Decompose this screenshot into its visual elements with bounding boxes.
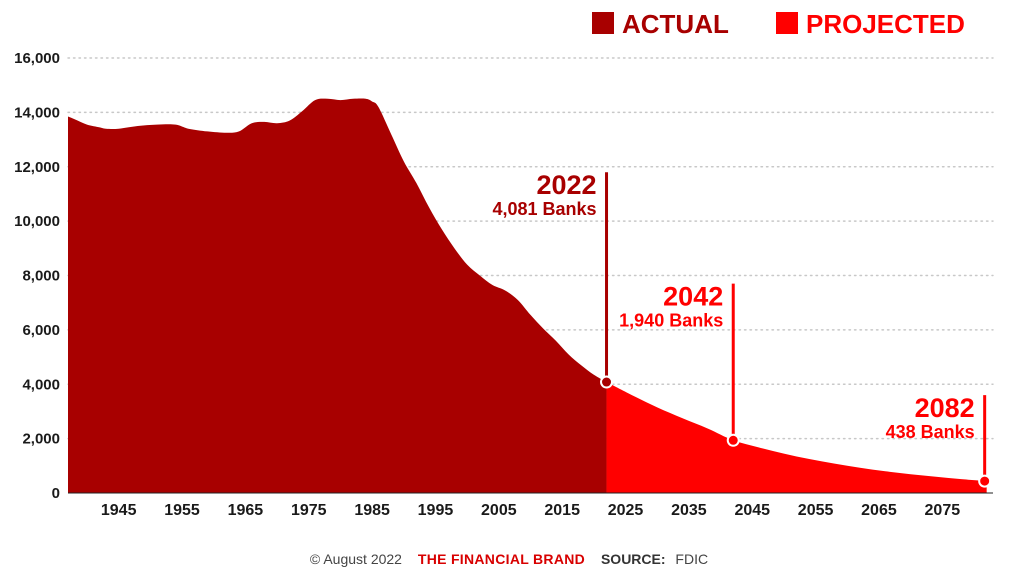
- y-tick-label: 6,000: [22, 322, 60, 339]
- x-tick-label: 1995: [418, 502, 454, 519]
- legend: ACTUAL PROJECTED: [592, 9, 965, 39]
- brand-logo-text[interactable]: THE FINANCIAL BRAND: [417, 551, 586, 567]
- source-value: FDIC: [675, 551, 709, 567]
- x-tick-label: 2055: [798, 502, 834, 519]
- legend-label-projected: PROJECTED: [806, 9, 965, 39]
- y-tick-label: 0: [52, 485, 60, 502]
- x-tick-label: 1955: [164, 502, 200, 519]
- series-areas: [68, 98, 987, 493]
- x-tick-label: 2045: [734, 502, 770, 519]
- annotation-marker[interactable]: [600, 375, 614, 389]
- legend-swatch-projected: [776, 12, 798, 34]
- x-tick-label: 1945: [101, 502, 137, 519]
- y-tick-label: 2,000: [22, 431, 60, 448]
- y-tick-label: 14,000: [14, 104, 60, 121]
- y-tick-label: 10,000: [14, 213, 60, 230]
- x-tick-label: 2035: [671, 502, 707, 519]
- legend-label-actual: ACTUAL: [622, 9, 729, 39]
- y-tick-label: 8,000: [22, 268, 60, 285]
- series-area-projected: [606, 382, 987, 493]
- source-label: SOURCE:: [600, 551, 666, 567]
- copyright-text: © August 2022: [309, 551, 402, 567]
- legend-swatch-actual: [592, 12, 614, 34]
- axes: 0 2,000 4,000 6,000 8,000 10,000 12,000 14,000 1…: [14, 50, 993, 519]
- y-tick-label: 12,000: [14, 159, 60, 176]
- y-tick-label: 4,000: [22, 376, 60, 393]
- x-tick-label: 2015: [544, 502, 580, 519]
- x-tick-label: 2025: [608, 502, 644, 519]
- annotation-year: 2042: [663, 282, 723, 312]
- footer: © August 2022 THE FINANCIAL BRAND SOURCE…: [0, 551, 1024, 567]
- annotation-year: 2022: [536, 170, 596, 200]
- x-tick-label: 2075: [925, 502, 961, 519]
- annotation-year: 2082: [915, 393, 975, 423]
- x-tick-label: 1985: [354, 502, 390, 519]
- series-area-actual: [68, 98, 607, 493]
- x-tick-label: 1965: [228, 502, 264, 519]
- annotation-marker[interactable]: [726, 433, 740, 447]
- x-tick-label: 2005: [481, 502, 517, 519]
- annotation-value: 438 Banks: [886, 422, 975, 442]
- x-tick-label: 2065: [861, 502, 897, 519]
- y-tick-label: 16,000: [14, 50, 60, 67]
- annotation-value: 1,940 Banks: [619, 311, 723, 331]
- annotation-marker[interactable]: [978, 474, 992, 488]
- annotation-value: 4,081 Banks: [492, 199, 596, 219]
- x-tick-label: 1975: [291, 502, 327, 519]
